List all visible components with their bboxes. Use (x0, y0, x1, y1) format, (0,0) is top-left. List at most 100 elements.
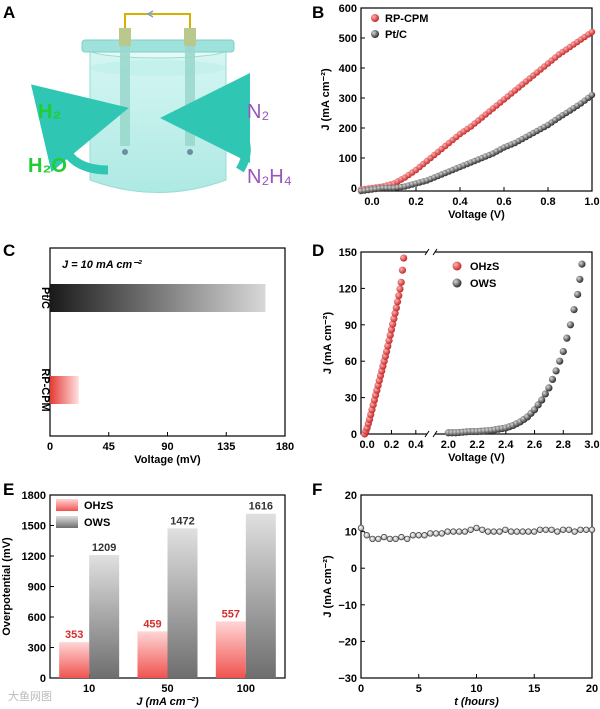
y-tick-label: −30 (338, 673, 357, 685)
x-tick-label: 100 (237, 683, 255, 695)
data-point-ohzs (398, 266, 407, 274)
x-tick-label: 2.4 (498, 439, 514, 451)
panel-letter-f: F (312, 480, 322, 499)
annotation: J = 10 mA cm⁻² (62, 259, 142, 271)
data-point (369, 535, 376, 543)
panel-d: D 0 30 60 90 120 150 0.0 0.2 0.4 2.0 2.2 2.4 2.6 2.8 3.… (312, 241, 600, 464)
data-point (404, 535, 411, 543)
x-tick-label: 0.2 (408, 196, 423, 208)
y-tick-label: 300 (339, 93, 357, 105)
x-tick-label: 0 (47, 441, 53, 453)
x-tick-label: 0.6 (496, 196, 511, 208)
y-tick-label: 20 (345, 490, 357, 502)
x-axis-label: Voltage (mV) (134, 454, 201, 466)
data-point (559, 526, 567, 533)
data-point-ows (574, 290, 582, 299)
x-tick-label: 10 (83, 683, 95, 695)
data-point (542, 526, 549, 533)
y-tick-label: 200 (339, 123, 357, 135)
y-tick-label: 600 (339, 3, 357, 15)
data-label: 353 (65, 629, 83, 641)
label-h2: H₂ (38, 101, 61, 123)
data-point (571, 528, 578, 535)
plot-frame (49, 247, 286, 437)
data-point (588, 526, 596, 533)
data-point (450, 528, 457, 535)
data-point-ohzs (390, 315, 398, 323)
y-tick-label: 0 (351, 183, 357, 195)
panel-letter-b: B (312, 3, 324, 22)
data-point (392, 535, 399, 543)
x-axis-label: Voltage (V) (448, 452, 505, 464)
x-tick-label: 10 (470, 683, 482, 695)
legend-label: OHzS (470, 261, 499, 273)
data-point (490, 528, 498, 535)
y-tick-label: −20 (338, 636, 357, 648)
x-tick-label: 2.6 (527, 439, 542, 451)
y-axis-label: J (mA cm⁻²) (320, 68, 332, 131)
data-point-ohzs (386, 331, 394, 339)
data-point (357, 524, 365, 532)
panel-c: C 0 45 90 135 180 Voltage (mV) J = 10 mA cm⁻² Pt… (3, 241, 294, 466)
x-tick-label: 2.0 (441, 439, 456, 451)
x-tick-label: 50 (161, 683, 173, 695)
data-point-ohzs (385, 336, 393, 345)
data-label: 1209 (92, 542, 116, 554)
y-tick-label: 0 (351, 563, 357, 575)
data-point (583, 526, 590, 533)
data-point-rp-cpm (588, 28, 596, 36)
x-tick-label: 15 (528, 683, 540, 695)
x-tick-label: 0.8 (540, 196, 555, 208)
x-tick-label: 45 (103, 441, 115, 453)
label-n2h4: N₂H₄ (247, 166, 292, 188)
x-tick-label: 0 (358, 683, 364, 695)
data-point-ows (552, 367, 560, 375)
x-tick-label: 0.4 (408, 439, 424, 451)
x-axis-label: t (hours) (454, 696, 499, 708)
axis-break-mask (427, 249, 435, 255)
data-point (536, 526, 544, 533)
x-tick-label: 135 (217, 441, 235, 453)
data-point (375, 535, 382, 543)
data-point (421, 532, 428, 539)
bar-ohzs (59, 642, 90, 678)
data-point-ows (556, 357, 564, 365)
data-point (507, 528, 515, 535)
bar-ows (89, 555, 120, 678)
data-point-ows (570, 306, 578, 314)
data-point (409, 532, 417, 539)
data-point-ows (578, 260, 586, 268)
data-point-ohzs (397, 278, 405, 286)
panel-letter-a: A (3, 3, 15, 22)
data-point (432, 530, 440, 537)
y-tick-label: −10 (338, 600, 357, 612)
data-point-ows (538, 396, 546, 404)
data-point (380, 533, 388, 541)
panel-a: A H₂ H₂O N₂ N₂H₄ (3, 3, 292, 193)
data-point (415, 532, 422, 539)
y-tick-label: 0 (351, 429, 357, 441)
y-tick-label: 90 (345, 320, 357, 332)
data-point-ohzs (389, 320, 397, 328)
data-point-ohzs (400, 254, 408, 262)
y-tick-label: 10 (345, 527, 357, 539)
panel-letter-d: D (312, 241, 324, 260)
data-point (455, 528, 463, 535)
x-tick-label: 2.8 (556, 439, 571, 451)
y-axis-label: J (mA cm⁻²) (322, 555, 334, 618)
bar-ows (167, 528, 198, 678)
data-point (438, 530, 446, 537)
data-point-ows (563, 334, 571, 342)
legend-marker (452, 261, 462, 271)
legend-marker (371, 30, 379, 38)
data-point-ows (541, 390, 549, 398)
x-tick-label: 5 (416, 683, 422, 695)
arrow-right-icon (160, 73, 251, 173)
data-point (525, 528, 532, 535)
label-h2o: H₂O (28, 155, 67, 177)
bar-ohzs (137, 631, 168, 678)
data-point-ohzs (384, 342, 392, 350)
panel-e: E 0 300 600 900 1200 1500 1800 Overpotential (mV… (1, 480, 286, 708)
